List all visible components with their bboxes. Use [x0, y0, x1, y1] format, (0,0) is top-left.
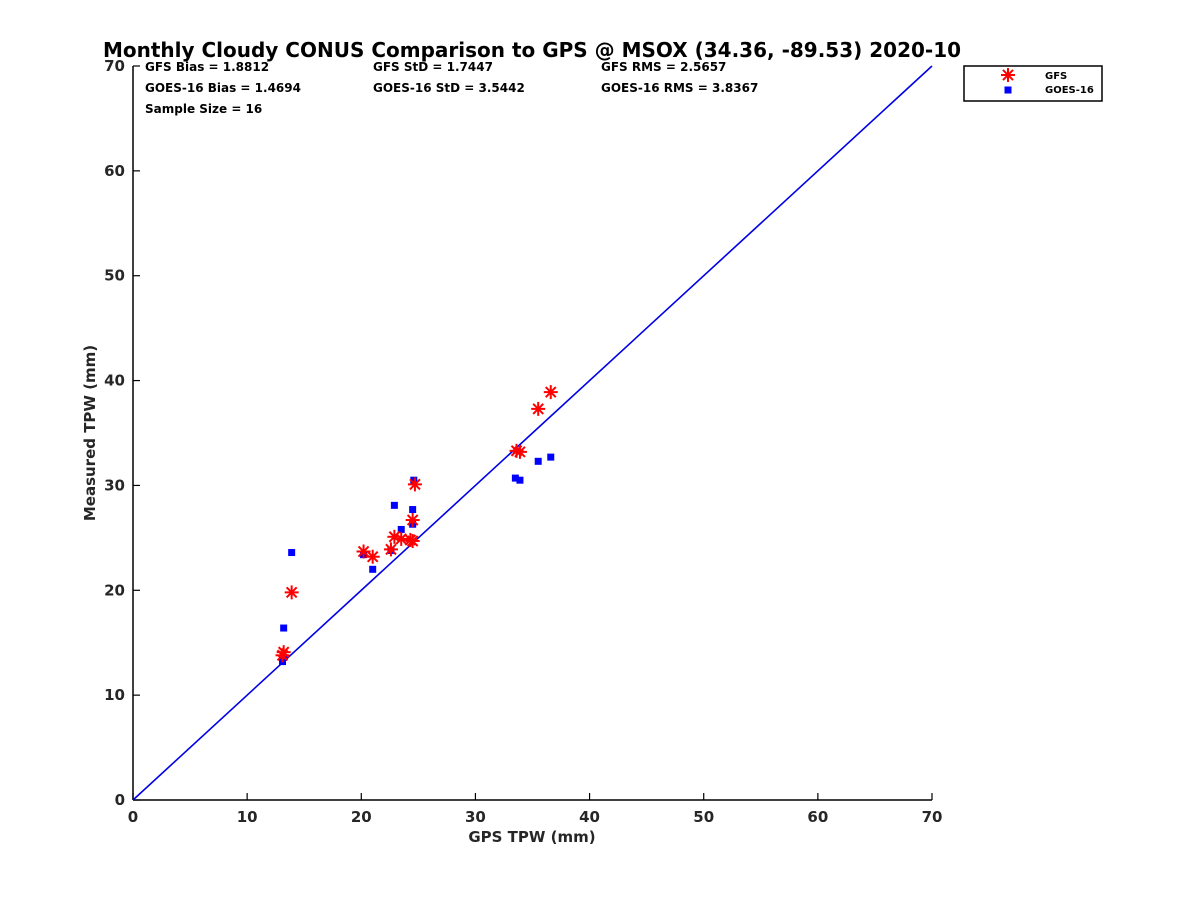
goes-rms-stat: GOES-16 RMS = 3.8367	[601, 81, 758, 95]
gfs-point	[394, 531, 409, 546]
gfs-point	[407, 477, 422, 492]
goes16-point	[397, 525, 405, 533]
gfs-point	[275, 648, 290, 663]
reference-line-group	[132, 65, 933, 801]
y-tick-label: 40	[104, 372, 125, 390]
goes-bias-stat: GOES-16 Bias = 1.4694	[145, 81, 301, 95]
statistics-annotations: GFS Bias = 1.8812 GFS StD = 1.7447 GFS R…	[145, 60, 758, 116]
goes16-point	[410, 476, 418, 484]
x-axis-label: GPS TPW (mm)	[468, 828, 595, 846]
gfs-point	[365, 549, 380, 564]
legend-gfs-asterisk	[1001, 68, 1015, 82]
gfs-rms-stat: GFS RMS = 2.5657	[601, 60, 726, 74]
gfs-point	[284, 585, 299, 600]
gfs-std-stat: GFS StD = 1.7447	[373, 60, 493, 74]
gfs-point	[543, 385, 558, 400]
legend-goes-marker	[1004, 86, 1012, 94]
axes: 0 10 20 30 40 50 60 70 0 10 20 30 40 50 60 70	[104, 57, 942, 826]
gfs-point	[512, 444, 527, 459]
legend-goes-label: GOES-16	[1045, 85, 1094, 96]
y-tick-label: 10	[104, 686, 125, 704]
data-points	[275, 385, 558, 666]
x-tick-label: 70	[922, 808, 943, 826]
legend-gfs-marker	[1001, 68, 1015, 82]
x-tick-label: 60	[807, 808, 828, 826]
gfs-point	[531, 401, 546, 416]
sample-size-stat: Sample Size = 16	[145, 102, 262, 116]
x-tick-label: 0	[128, 808, 138, 826]
one-to-one-line	[132, 65, 933, 801]
gfs-point	[405, 513, 420, 528]
goes-std-stat: GOES-16 StD = 3.5442	[373, 81, 525, 95]
y-axis-label: Measured TPW (mm)	[81, 345, 99, 521]
goes16-point	[547, 453, 555, 461]
goes16-point	[280, 624, 288, 632]
x-tick-label: 50	[693, 808, 714, 826]
y-tick-label: 20	[104, 581, 125, 599]
y-tick-label: 30	[104, 476, 125, 494]
legend-box	[963, 65, 1103, 102]
legend-gfs-label: GFS	[1045, 71, 1067, 82]
legend: GFS GOES-16	[963, 65, 1103, 102]
gfs-point	[383, 542, 398, 557]
gfs-point	[403, 532, 418, 547]
chart-title: Monthly Cloudy CONUS Comparison to GPS @…	[103, 38, 961, 62]
goes16-point	[534, 457, 542, 465]
y-tick-label: 70	[104, 57, 125, 75]
goes16-point	[390, 501, 398, 509]
x-tick-label: 20	[351, 808, 372, 826]
gfs-bias-stat: GFS Bias = 1.8812	[145, 60, 269, 74]
x-tick-label: 10	[237, 808, 258, 826]
legend-goes-square	[1004, 86, 1012, 94]
goes16-point	[409, 506, 417, 514]
y-tick-label: 50	[104, 267, 125, 285]
x-tick-label: 30	[465, 808, 486, 826]
x-tick-label: 40	[579, 808, 600, 826]
goes16-point	[369, 565, 377, 573]
goes16-point	[511, 474, 519, 482]
y-tick-label: 60	[104, 162, 125, 180]
goes16-point	[288, 549, 296, 557]
goes16-point	[516, 476, 524, 484]
y-tick-label: 0	[115, 791, 125, 809]
